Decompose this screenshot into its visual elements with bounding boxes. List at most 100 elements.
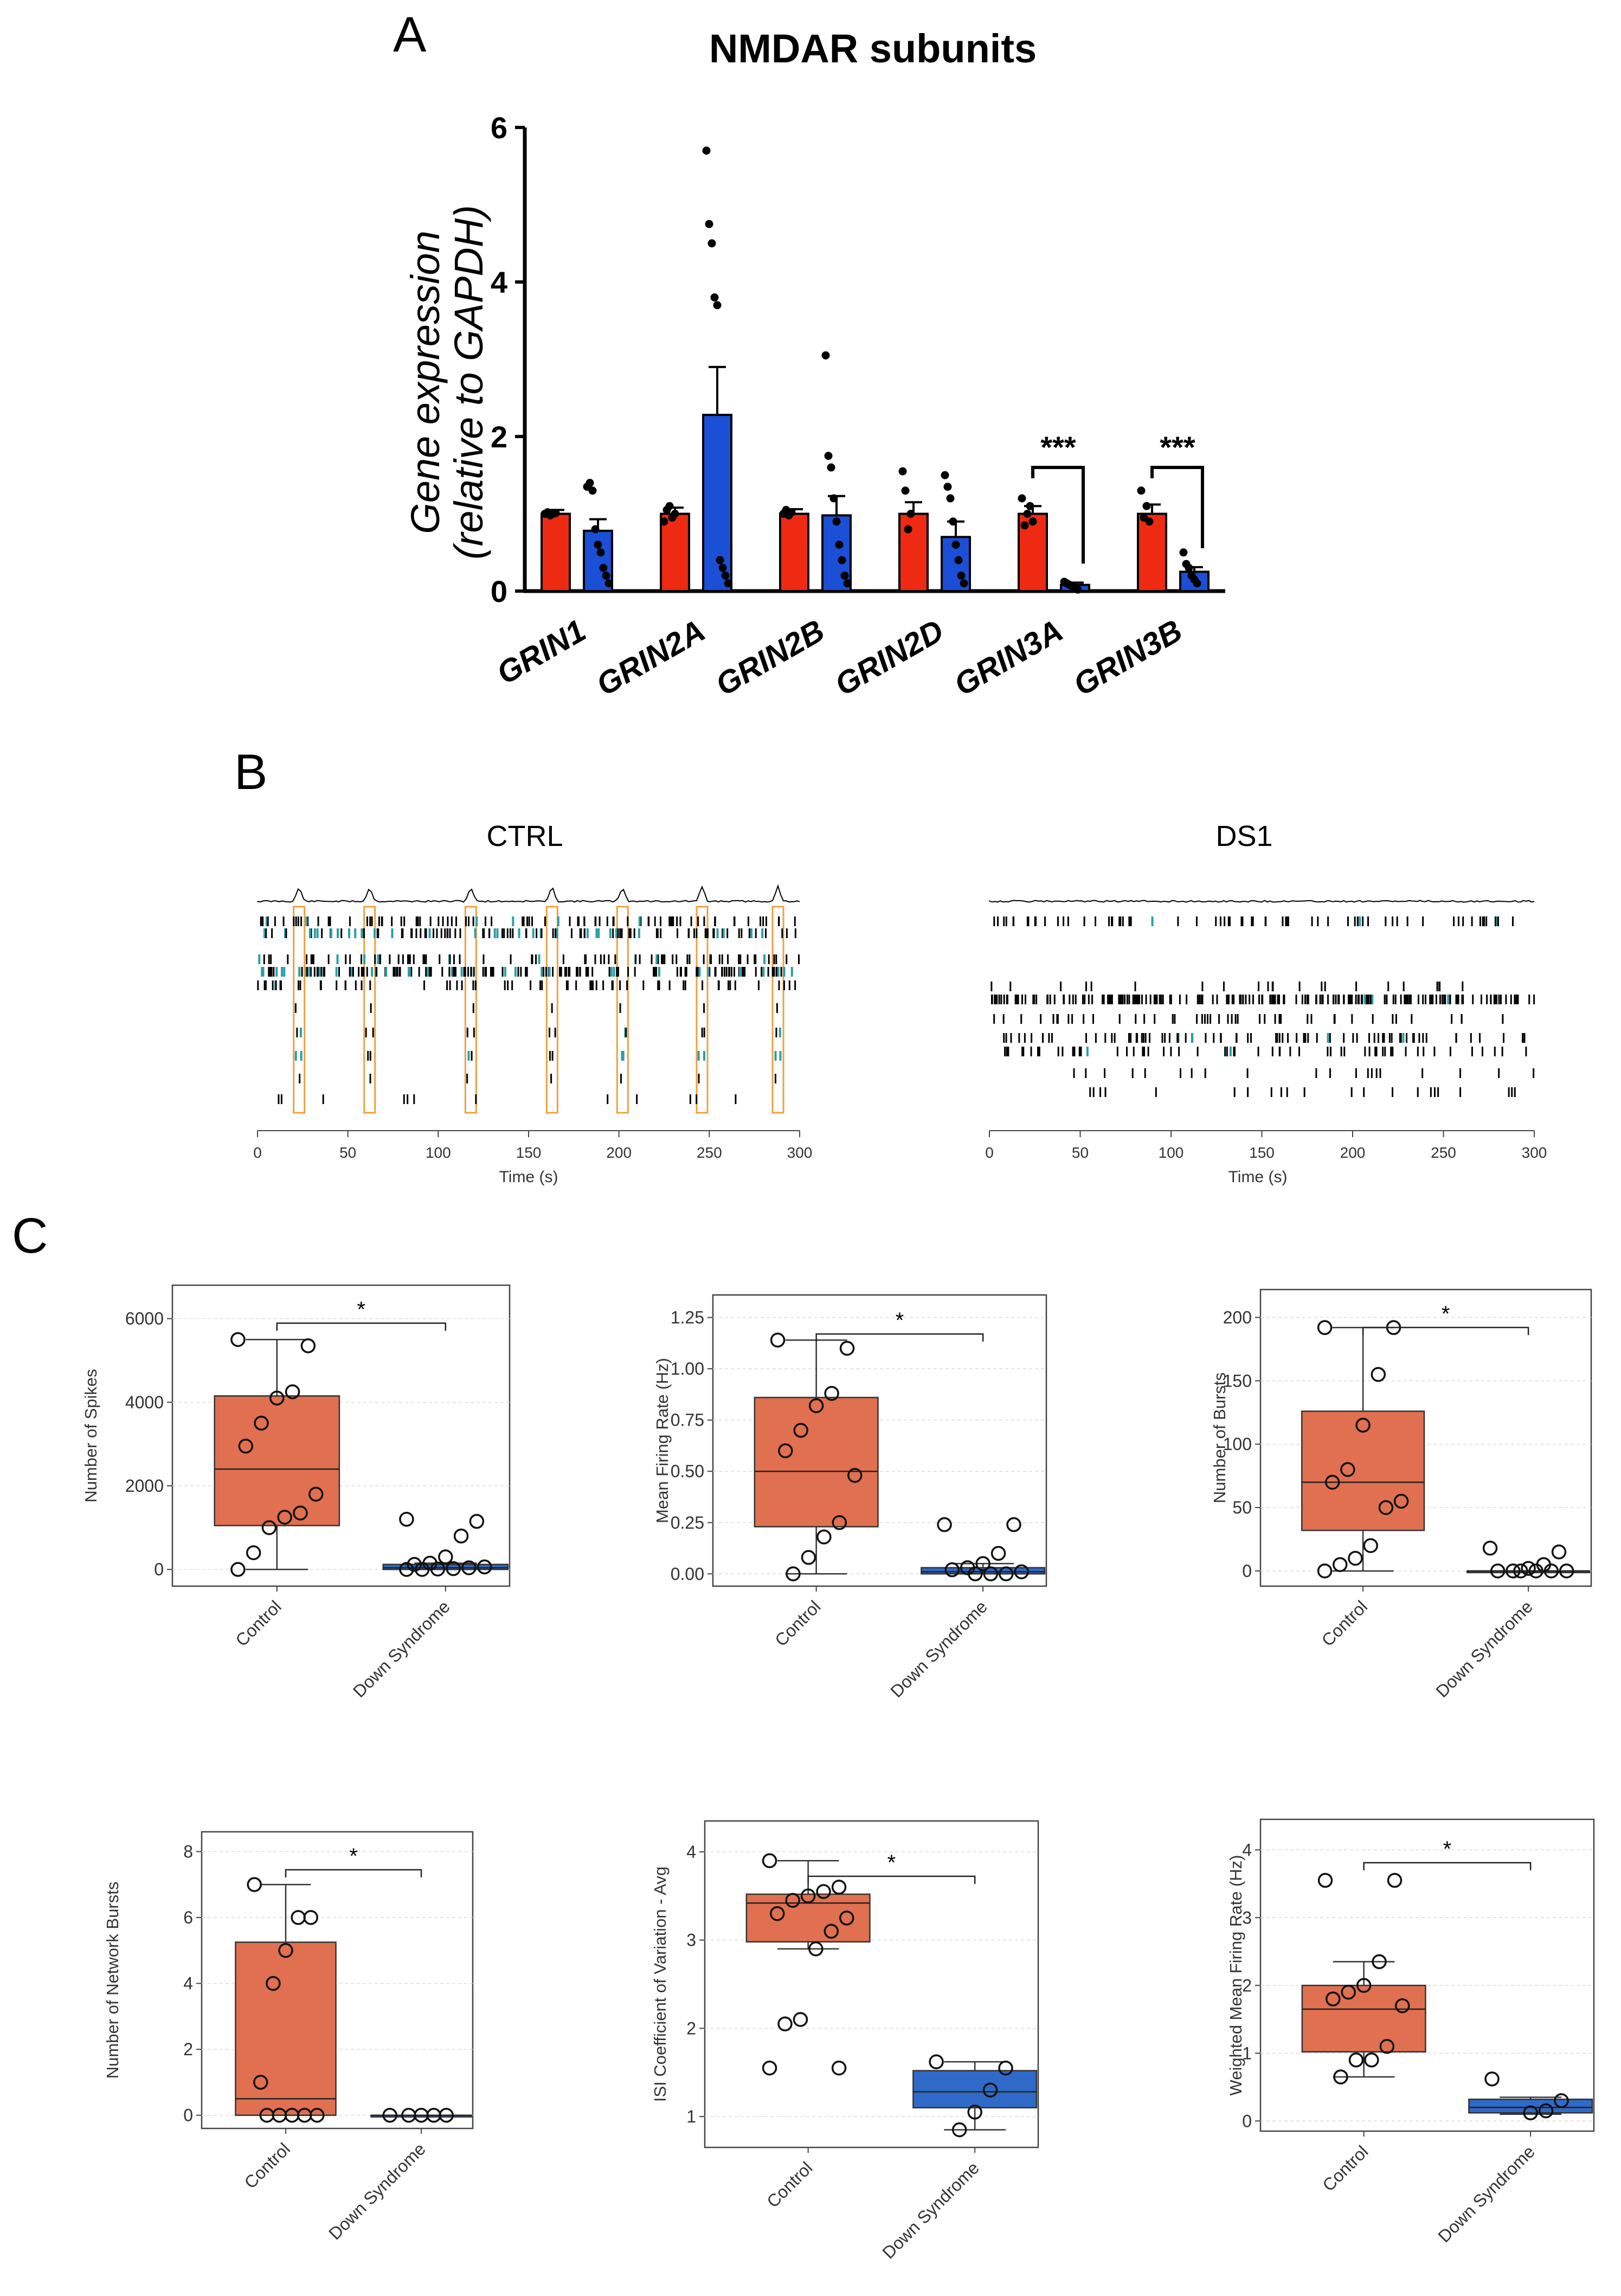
data-point: [770, 1332, 786, 1348]
x-tick-label-control: Control: [1318, 2141, 1372, 2195]
y-axis-label: ISI Coefficient of Variation - Avg: [651, 1867, 670, 2102]
data-point: [983, 1566, 999, 1582]
gene-label-GRIN2A: GRIN2A: [590, 613, 711, 703]
gene-label-GRIN3A: GRIN3A: [948, 613, 1069, 703]
network-burst-highlight: [464, 906, 477, 1114]
data-point: [399, 1511, 414, 1527]
data-point: [269, 1390, 285, 1406]
raster-ctrl-plot: 0 50 100 150 200 250 300: [253, 884, 812, 1161]
data-point: [604, 579, 613, 588]
gene-label-GRIN1: GRIN1: [491, 613, 591, 691]
gene-label-GRIN3B: GRIN3B: [1067, 613, 1188, 703]
y-tick-label: 0: [154, 1560, 164, 1579]
panel-a-ylabel-line2: (relative to GAPDH): [446, 205, 491, 560]
data-point: [906, 510, 915, 518]
data-point: [824, 452, 833, 460]
boxplot-isi-coefficient-of-variation: 1 2 3 4 ISI Coefficient of Variation - Avg Co…: [651, 1820, 1039, 2262]
data-point: [1379, 2039, 1395, 2054]
raster-ds1-xlabel: Time (s): [1228, 1168, 1288, 1186]
raster-ds1-title: DS1: [1215, 820, 1272, 852]
y-tick-label: 0.50: [671, 1461, 704, 1481]
network-burst-highlight: [363, 906, 376, 1114]
network-burst-highlight: [771, 906, 784, 1114]
bar-control-GRIN2D: [898, 512, 929, 592]
data-point: [1018, 494, 1026, 503]
data-point: [438, 1549, 453, 1564]
boxplot-number-of-network-bursts: 0 2 4 6 8 Number of Network Bursts Control Down…: [103, 1831, 474, 2243]
y-tick-label: 0.25: [671, 1513, 704, 1532]
data-point: [300, 1338, 316, 1354]
x-tick-label-down-syndrome: Down Syndrome: [886, 1596, 991, 1701]
data-point: [954, 556, 963, 565]
data-point: [1014, 1564, 1030, 1580]
data-point: [702, 146, 711, 155]
data-point: [1317, 1320, 1333, 1335]
data-point: [793, 2012, 808, 2027]
spike-rate-trace: [989, 900, 1535, 903]
panel-a-title: NMDAR subunits: [709, 26, 1037, 71]
data-point: [1193, 579, 1201, 588]
y-axis-label: Weighted Mean Firing Rate (Hz): [1226, 1855, 1245, 2096]
data-point: [949, 517, 957, 526]
bar-control-GRIN3B: [1137, 512, 1167, 592]
data-point: [660, 517, 668, 526]
data-point: [707, 239, 716, 248]
data-point: [838, 556, 846, 565]
data-point: [1317, 1872, 1333, 1888]
panel-c-letter: C: [12, 1208, 48, 1264]
gene-label-GRIN2D: GRIN2D: [829, 613, 949, 703]
data-point: [941, 471, 949, 479]
y-axis-label: Number of Network Bursts: [103, 1882, 122, 2079]
data-point: [1355, 1418, 1371, 1433]
data-point: [594, 541, 602, 549]
data-point: [414, 1562, 430, 1577]
panel-a-y-ticks: 0 2 4 6: [491, 111, 525, 608]
data-point: [957, 572, 966, 580]
raster-ctrl-title: CTRL: [486, 820, 563, 852]
significance-bracket: [1362, 1326, 1529, 1335]
y-tick-label: 3: [1242, 1908, 1252, 1927]
data-point: [1482, 1541, 1498, 1556]
significance-stars-GRIN3B: ***: [1160, 430, 1195, 464]
raster-x-tick-label: 100: [426, 1144, 451, 1161]
data-point: [1387, 1872, 1403, 1888]
data-point: [943, 483, 952, 491]
data-point: [840, 572, 849, 580]
raster-x-tick-label: 150: [1249, 1144, 1275, 1161]
data-point: [1326, 1991, 1341, 2006]
significance-bracket-GRIN3B: [1150, 466, 1204, 548]
significance-star: *: [1442, 1302, 1450, 1326]
y-tick-label: 8: [183, 1842, 193, 1861]
y-tick-label: 4: [183, 1974, 193, 1993]
data-point: [291, 1910, 306, 1925]
data-point: [1378, 1500, 1394, 1515]
data-point: [469, 1513, 485, 1529]
raster-x-tick-label: 0: [253, 1144, 262, 1161]
data-point: [308, 1486, 324, 1502]
data-point: [777, 2016, 793, 2031]
box-control: [754, 1396, 879, 1528]
panel-a-y-tick-label: 4: [491, 265, 507, 299]
data-point: [230, 1562, 246, 1577]
data-point: [1348, 2053, 1364, 2068]
box-down-syndrome: [1468, 2099, 1593, 2114]
data-point: [829, 494, 838, 503]
data-point: [843, 579, 852, 588]
data-point: [1026, 502, 1034, 510]
raster-ctrl-xlabel: Time (s): [499, 1168, 558, 1186]
x-tick-label-control: Control: [231, 1596, 285, 1650]
box-down-syndrome: [382, 1563, 509, 1570]
network-burst-highlight: [545, 906, 558, 1114]
data-point: [827, 463, 835, 472]
data-point: [293, 1505, 308, 1521]
data-point: [998, 2060, 1013, 2076]
raster-ds1-plot: 0 50 100 150 200 250 300: [985, 900, 1547, 1161]
data-point: [724, 579, 732, 588]
y-tick-label: 50: [1232, 1498, 1252, 1517]
box-control: [745, 1893, 871, 1943]
y-tick-label: 4000: [125, 1393, 164, 1412]
plot-frame: [1259, 1288, 1592, 1587]
